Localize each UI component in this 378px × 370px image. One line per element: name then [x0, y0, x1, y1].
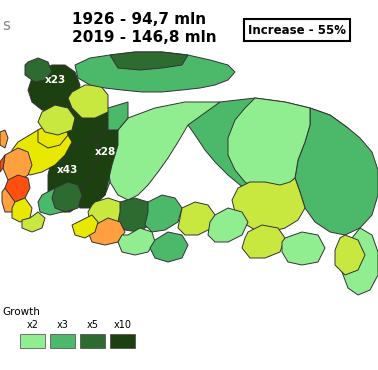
Bar — [50, 334, 75, 348]
Text: x23: x23 — [44, 75, 66, 85]
Polygon shape — [48, 132, 98, 212]
Bar — [110, 334, 135, 348]
Text: x28: x28 — [94, 147, 116, 157]
Bar — [80, 334, 105, 348]
Polygon shape — [25, 58, 52, 82]
Polygon shape — [75, 52, 235, 92]
Polygon shape — [38, 188, 68, 215]
Polygon shape — [72, 215, 98, 238]
Bar — [20, 334, 45, 348]
Text: x5: x5 — [87, 320, 99, 330]
Polygon shape — [88, 198, 128, 228]
Text: s: s — [2, 17, 10, 33]
Polygon shape — [185, 98, 355, 205]
Polygon shape — [208, 208, 248, 242]
Polygon shape — [75, 102, 128, 202]
Polygon shape — [295, 108, 378, 235]
Polygon shape — [232, 178, 305, 232]
Polygon shape — [228, 98, 310, 192]
Text: x10: x10 — [113, 320, 132, 330]
Polygon shape — [75, 130, 118, 208]
Polygon shape — [88, 218, 125, 245]
Text: Increase - 55%: Increase - 55% — [248, 24, 346, 37]
Polygon shape — [22, 212, 45, 232]
Text: x43: x43 — [57, 165, 79, 175]
Polygon shape — [2, 188, 15, 212]
Polygon shape — [52, 182, 82, 212]
Polygon shape — [242, 225, 285, 258]
Polygon shape — [48, 92, 108, 148]
Polygon shape — [150, 232, 188, 262]
Polygon shape — [0, 155, 5, 172]
Text: Growth: Growth — [2, 307, 40, 317]
Polygon shape — [118, 228, 155, 255]
Polygon shape — [68, 85, 108, 118]
Polygon shape — [28, 65, 80, 112]
Polygon shape — [110, 52, 188, 70]
Polygon shape — [178, 202, 215, 235]
Polygon shape — [145, 195, 182, 232]
Polygon shape — [12, 198, 32, 222]
Polygon shape — [3, 148, 32, 182]
Polygon shape — [5, 175, 30, 202]
Polygon shape — [38, 122, 68, 148]
Polygon shape — [118, 198, 155, 232]
Polygon shape — [342, 228, 378, 295]
Polygon shape — [282, 232, 325, 265]
Text: 1926 - 94,7 mln: 1926 - 94,7 mln — [72, 13, 206, 27]
Text: x2: x2 — [26, 320, 39, 330]
Polygon shape — [38, 105, 75, 135]
Text: 2019 - 146,8 mln: 2019 - 146,8 mln — [72, 30, 217, 46]
Polygon shape — [108, 102, 220, 200]
Polygon shape — [0, 130, 8, 148]
Polygon shape — [12, 125, 72, 175]
Polygon shape — [335, 235, 365, 275]
Text: x3: x3 — [57, 320, 68, 330]
